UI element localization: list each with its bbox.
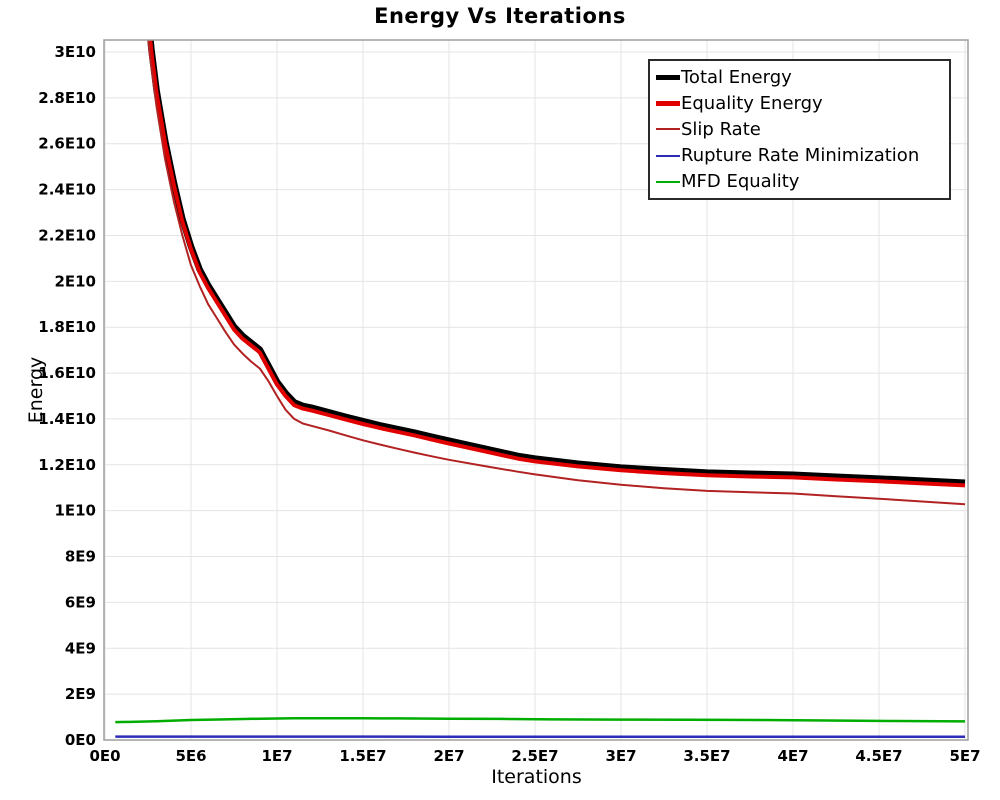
- x-tick-label: 2.5E7: [511, 747, 558, 765]
- legend-item-equality-energy: Equality Energy: [656, 90, 944, 116]
- legend-item-label: Rupture Rate Minimization: [681, 145, 920, 167]
- x-tick-label: 0E0: [89, 747, 120, 765]
- legend-line-swatch: [656, 74, 680, 80]
- x-tick-label: 5E7: [949, 747, 980, 765]
- x-tick-label: 5E6: [175, 747, 206, 765]
- y-tick-label: 4E9: [65, 639, 96, 657]
- y-tick-label: 8E9: [65, 548, 96, 566]
- y-tick-label: 2.8E10: [38, 89, 96, 107]
- y-tick-label: 2E10: [54, 272, 96, 290]
- legend-item-label: Total Energy: [681, 66, 792, 88]
- legend-item-total-energy: Total Energy: [656, 64, 944, 90]
- y-tick-label: 1E10: [54, 502, 96, 520]
- legend-line-swatch: [656, 100, 680, 106]
- legend-item-label: Equality Energy: [681, 92, 823, 114]
- y-tick-label: 6E9: [65, 593, 96, 611]
- series-line-mfd-equality: [115, 716, 966, 724]
- y-tick-label: 2.4E10: [38, 181, 96, 199]
- y-tick-label: 3E10: [54, 43, 96, 61]
- legend-item-mfd-equality: MFD Equality: [656, 169, 944, 195]
- tick-labels: 0E0 2E9 4E9 6E9 8E9 1E10 1.2E10 1.4E10 1.6E10 1.8…: [38, 43, 980, 765]
- x-tick-label: 2E7: [433, 747, 464, 765]
- series-lines: [115, 40, 966, 739]
- x-tick-label: 4E7: [777, 747, 808, 765]
- y-tick-label: 2.2E10: [38, 226, 96, 244]
- legend-line-swatch: [656, 128, 680, 131]
- y-tick-label: 2.6E10: [38, 135, 96, 153]
- legend-line-swatch: [656, 154, 680, 157]
- legend-item-slip-rate: Slip Rate: [656, 116, 944, 142]
- x-tick-label: 1E7: [261, 747, 292, 765]
- y-tick-label: 1.2E10: [38, 456, 96, 474]
- x-tick-label: 1.5E7: [339, 747, 386, 765]
- legend-line-swatch: [656, 180, 680, 184]
- y-tick-label: 1.6E10: [38, 364, 96, 382]
- series-line-slip-rate: [147, 40, 966, 506]
- legend-item-label: MFD Equality: [681, 171, 800, 193]
- x-tick-label: 3.5E7: [683, 747, 730, 765]
- chart-title: Energy Vs Iterations: [374, 4, 626, 28]
- legend-item-label: Slip Rate: [681, 118, 761, 140]
- y-tick-label: 0E0: [65, 731, 96, 749]
- x-tick-label: 4.5E7: [855, 747, 902, 765]
- legend-item-rupture-rate-minimization: Rupture Rate Minimization: [656, 143, 944, 169]
- y-tick-label: 1.4E10: [38, 410, 96, 428]
- y-axis-label: Energy: [25, 356, 47, 424]
- x-axis-label: Iterations: [491, 766, 582, 788]
- x-tick-label: 3E7: [605, 747, 636, 765]
- series-line-equality-energy: [148, 40, 966, 488]
- y-tick-label: 2E9: [65, 685, 96, 703]
- legend: Total Energy Equality Energy Slip Rate R…: [648, 59, 951, 200]
- plot-frame: [103, 39, 969, 741]
- y-tick-label: 1.8E10: [38, 318, 96, 336]
